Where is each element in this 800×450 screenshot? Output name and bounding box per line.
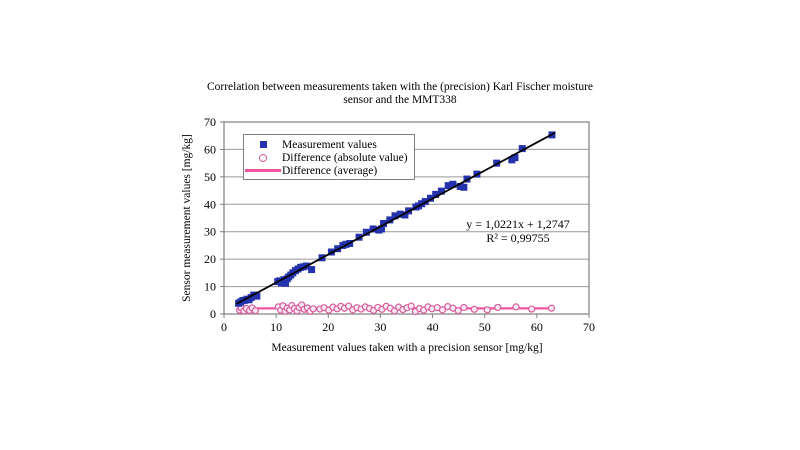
measurement-point (369, 225, 377, 233)
difference-point (547, 304, 556, 312)
legend-label: Measurement values (282, 138, 377, 151)
difference-point (470, 305, 478, 313)
x-tick-label: 50 (479, 320, 491, 334)
chart-title: Correlation between measurements taken w… (0, 81, 800, 107)
measurement-point (401, 211, 409, 219)
line-marker-icon (245, 169, 281, 172)
difference-point (251, 307, 259, 315)
difference-point (483, 306, 491, 314)
measurement-point (253, 292, 261, 300)
measurement-point (308, 266, 316, 274)
difference-point (460, 303, 468, 312)
legend-item-difference-average: Difference (average) (244, 164, 414, 177)
measurement-point (460, 183, 468, 191)
difference-point (309, 305, 317, 313)
legend-item-difference-absolute: Difference (absolute value) (244, 151, 414, 164)
x-tick-label: 60 (531, 320, 543, 334)
y-tick-label: 50 (204, 170, 216, 184)
square-marker-icon (259, 141, 267, 148)
trendline-equation: y = 1,0221x + 1,2747 R² = 0,99755 (438, 217, 598, 245)
difference-point (512, 303, 520, 311)
measurement-point (511, 154, 519, 162)
measurement-point (426, 194, 434, 202)
difference-point (407, 302, 415, 310)
measurement-point (396, 210, 404, 218)
measurement-point (362, 228, 370, 236)
measurement-point (380, 219, 388, 227)
legend-label: Difference (average) (282, 164, 378, 177)
difference-point (454, 307, 462, 315)
equation-line: y = 1,0221x + 1,2747 (466, 217, 570, 231)
r-squared-line: R² = 0,99755 (486, 230, 550, 245)
measurement-point (449, 180, 457, 188)
difference-point (438, 306, 447, 314)
y-tick-label: 20 (204, 252, 216, 266)
y-tick-label: 40 (204, 197, 216, 211)
measurement-point (282, 279, 290, 287)
legend-label: Difference (absolute value) (282, 151, 408, 164)
chart-title-line2: sensor and the MMT338 (343, 94, 457, 106)
x-tick-label: 70 (583, 320, 595, 334)
measurement-point (518, 145, 526, 153)
difference-point (494, 303, 502, 312)
y-tick-label: 0 (210, 307, 216, 321)
circle-marker-icon (259, 153, 267, 162)
measurement-point (437, 187, 445, 195)
chart-title-line1: Correlation between measurements taken w… (206, 81, 594, 93)
plot-frame (223, 121, 590, 315)
x-tick-label: 10 (270, 320, 282, 334)
legend: Measurement values Difference (absolute … (243, 134, 415, 180)
y-tick-label: 60 (204, 142, 216, 156)
x-axis-title: Measurement values taken with a precisio… (271, 342, 543, 354)
measurement-point (386, 216, 394, 224)
measurement-point (456, 182, 464, 190)
x-tick-label: 40 (427, 320, 439, 334)
x-tick-label: 30 (374, 320, 386, 334)
y-tick-label: 30 (204, 225, 216, 239)
legend-item-measurement-values: Measurement values (244, 138, 414, 151)
y-tick-label: 70 (204, 115, 216, 129)
x-tick-label: 20 (322, 320, 334, 334)
trendline (236, 132, 556, 305)
x-tick-label: 0 (221, 320, 227, 334)
y-tick-label: 10 (204, 280, 216, 294)
measurement-point (391, 212, 399, 220)
measurement-point (444, 182, 452, 190)
difference-point (528, 305, 536, 313)
measurement-point (377, 225, 385, 233)
measurement-point (432, 190, 440, 198)
